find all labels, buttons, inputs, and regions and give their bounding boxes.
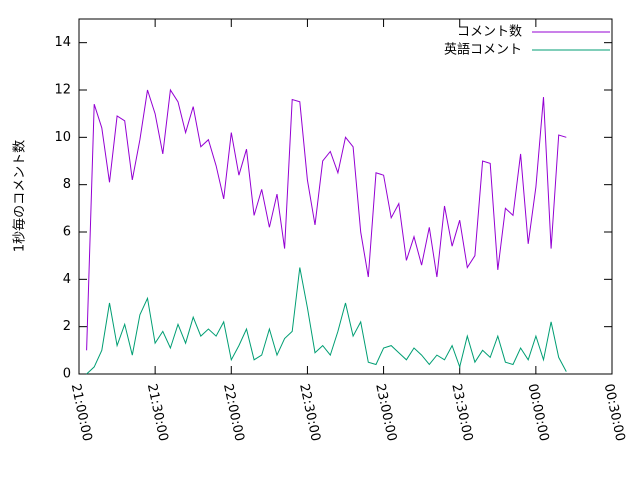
- y-axis-label: 1秒毎のコメント数: [12, 140, 28, 252]
- legend-label: 英語コメント: [444, 42, 522, 58]
- data-line: [86, 88, 567, 351]
- x-tick-label: 23:30:00: [448, 382, 475, 442]
- y-tick-label: 2: [63, 319, 71, 334]
- legend-label: コメント数: [457, 25, 522, 40]
- y-tick-label: 4: [63, 272, 71, 287]
- y-tick-label: 8: [63, 177, 71, 192]
- x-tick-label: 22:30:00: [296, 382, 323, 442]
- plot-frame: [78, 18, 613, 375]
- x-tick-label: 00:00:00: [525, 382, 552, 442]
- y-tick-label: 14: [54, 35, 71, 50]
- y-tick-label: 0: [63, 367, 71, 382]
- x-tick-label: 21:00:00: [68, 382, 95, 442]
- x-tick-label: 21:30:00: [144, 382, 171, 442]
- data-line: [86, 267, 567, 375]
- x-tick-label: 22:00:00: [220, 382, 247, 442]
- x-tick-label: 23:00:00: [372, 382, 399, 442]
- y-tick-label: 12: [54, 83, 71, 98]
- x-tick-label: 00:30:00: [601, 382, 628, 442]
- y-tick-label: 10: [54, 130, 71, 145]
- y-tick-label: 6: [63, 225, 71, 240]
